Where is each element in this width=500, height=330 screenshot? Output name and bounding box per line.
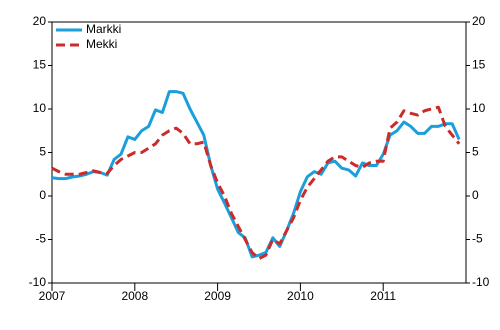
x-tick-label: 2009 [204, 289, 231, 303]
x-tick-label: 2007 [39, 289, 66, 303]
y2-tick-label: 0 [472, 188, 479, 202]
x-tick-label: 2010 [287, 289, 314, 303]
x-tick-label: 2011 [370, 289, 396, 303]
x-tick-label: 2008 [121, 289, 148, 303]
y-tick-label: 20 [33, 14, 47, 28]
legend-label: Markki [86, 22, 121, 36]
y2-tick-label: 20 [472, 14, 486, 28]
y2-tick-label: -5 [472, 232, 483, 246]
y-tick-label: 0 [39, 188, 46, 202]
y-tick-label: -5 [35, 232, 46, 246]
series-line [51, 105, 461, 261]
y-tick-label: 15 [33, 58, 47, 72]
y-tick-label: 5 [39, 145, 46, 159]
y-tick-label: -10 [29, 275, 47, 289]
plot-frame [51, 21, 467, 284]
y2-tick-label: -10 [472, 275, 490, 289]
series-line [51, 90, 461, 259]
y2-tick-label: 15 [472, 58, 486, 72]
legend-label: Mekki [86, 37, 117, 51]
y-tick-label: 10 [33, 101, 47, 115]
y2-tick-label: 10 [472, 101, 486, 115]
y2-tick-label: 5 [472, 145, 479, 159]
